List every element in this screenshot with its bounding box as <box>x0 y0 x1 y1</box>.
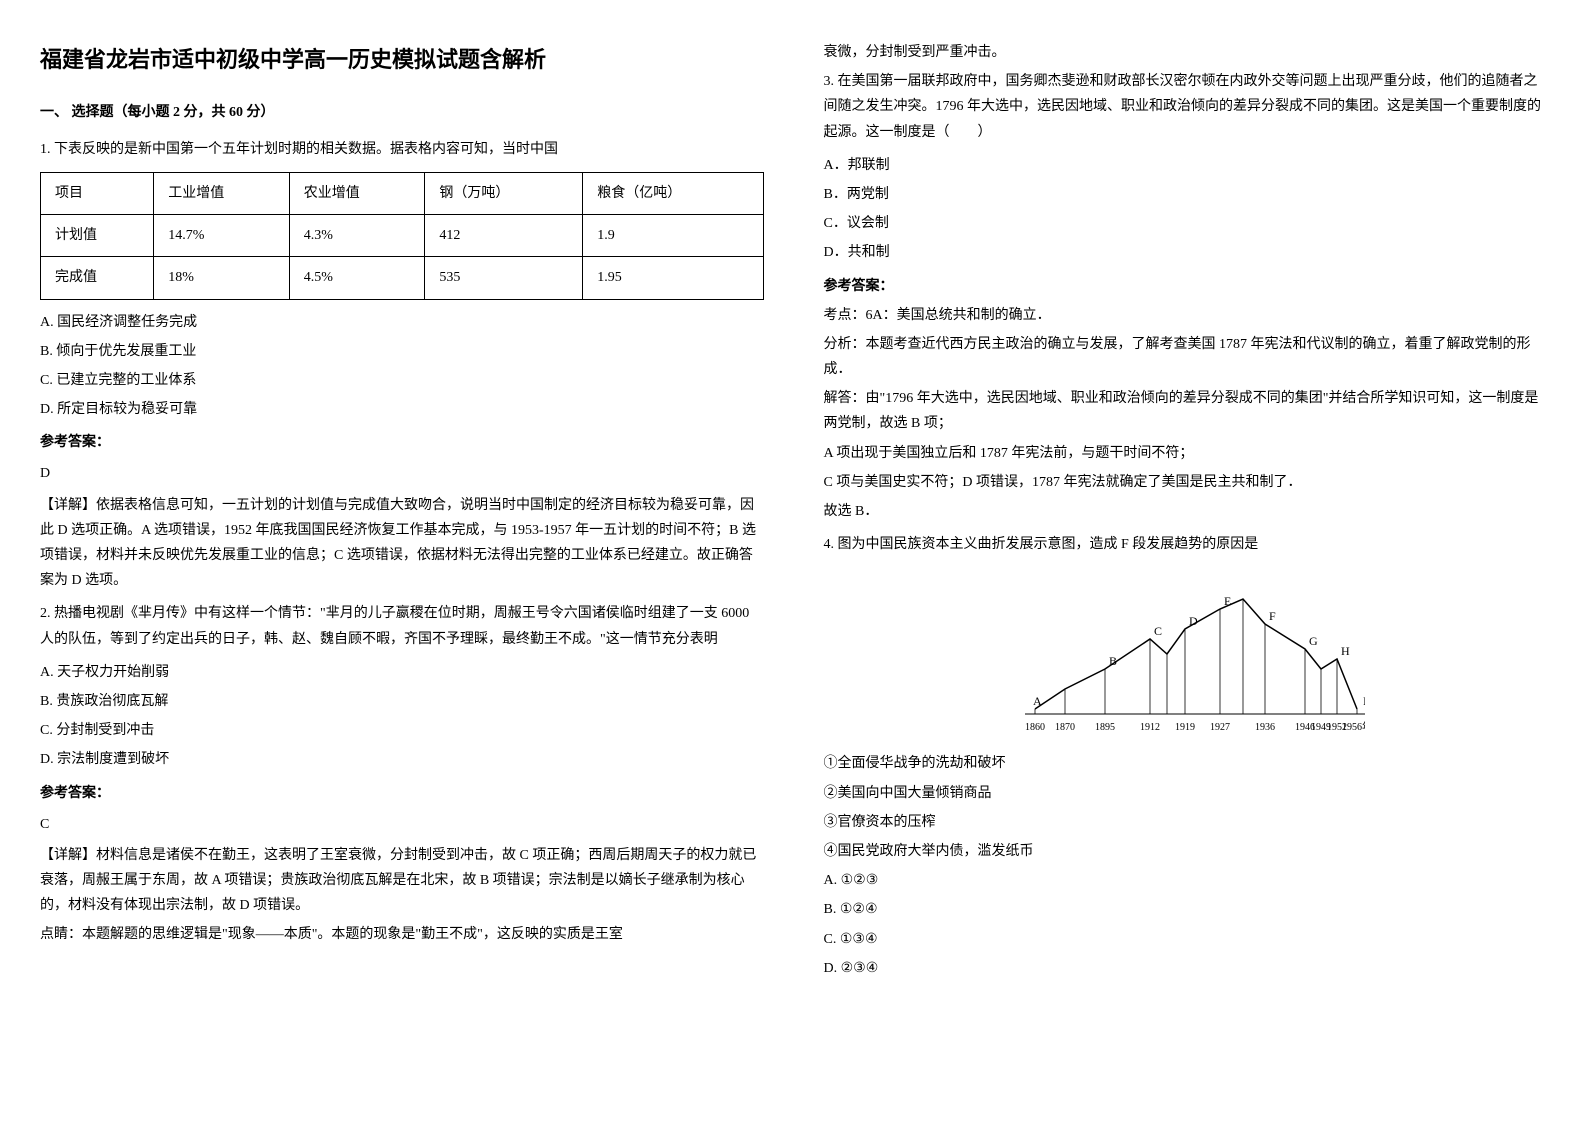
q4-option-c: C. ①③④ <box>824 927 1548 952</box>
q4-statement-1: ①全面侵华战争的洗劫和破坏 <box>824 751 1548 776</box>
td: 18% <box>154 257 290 299</box>
q4-option-a: A. ①②③ <box>824 868 1548 893</box>
q4-chart: ABCDEFGHI1860187018951912191919271936194… <box>824 569 1548 739</box>
q3-exp-3: A 项出现于美国独立后和 1787 年宪法前，与题干时间不符； <box>824 441 1548 466</box>
q3-exp-0: 考点：6A：美国总统共和制的确立． <box>824 303 1548 328</box>
question-2: 2. 热播电视剧《芈月传》中有这样一个情节："芈月的儿子嬴稷在位时期，周赧王号令… <box>40 601 764 947</box>
question-4: 4. 图为中国民族资本主义曲折发展示意图，造成 F 段发展趋势的原因是 A B C D… <box>824 532 1548 981</box>
q2-option-a: A. 天子权力开始削弱 <box>40 660 764 685</box>
q4-text: 4. 图为中国民族资本主义曲折发展示意图，造成 F 段发展趋势的原因是 <box>824 532 1548 557</box>
th: 工业增值 <box>154 172 290 214</box>
th: 项目 <box>41 172 154 214</box>
q1-answer-label: 参考答案： <box>40 430 764 455</box>
svg-text:E: E <box>1224 594 1231 608</box>
q3-option-a: A．邦联制 <box>824 153 1548 178</box>
td: 412 <box>425 215 583 257</box>
svg-text:A: A <box>1033 694 1042 708</box>
right-column: 衰微，分封制受到严重冲击。 3. 在美国第一届联邦政府中，国务卿杰斐逊和财政部长… <box>824 40 1548 989</box>
table-row: 完成值 18% 4.5% 535 1.95 <box>41 257 764 299</box>
svg-text:1919: 1919 <box>1175 722 1195 733</box>
svg-text:1936: 1936 <box>1255 722 1275 733</box>
td: 完成值 <box>41 257 154 299</box>
q2-option-b: B. 贵族政治彻底瓦解 <box>40 689 764 714</box>
th: 钢（万吨） <box>425 172 583 214</box>
q2-answer-label: 参考答案： <box>40 781 764 806</box>
q3-exp-2: 解答：由"1796 年大选中，选民因地域、职业和政治倾向的差异分裂成不同的集团"… <box>824 386 1548 436</box>
table-header-row: 项目 工业增值 农业增值 钢（万吨） 粮食（亿吨） <box>41 172 764 214</box>
q2-option-c: C. 分封制受到冲击 <box>40 718 764 743</box>
q1-option-b: B. 倾向于优先发展重工业 <box>40 339 764 364</box>
q3-option-b: B．两党制 <box>824 182 1548 207</box>
page-title: 福建省龙岩市适中初级中学高一历史模拟试题含解析 <box>40 40 764 80</box>
td: 1.9 <box>583 215 763 257</box>
q3-option-c: C．议会制 <box>824 211 1548 236</box>
th: 农业增值 <box>289 172 425 214</box>
q3-exp-1: 分析：本题考查近代西方民主政治的确立与发展，了解考查美国 1787 年宪法和代议… <box>824 332 1548 382</box>
td: 535 <box>425 257 583 299</box>
question-1: 1. 下表反映的是新中国第一个五年计划时期的相关数据。据表格内容可知，当时中国 … <box>40 137 764 594</box>
svg-text:B: B <box>1109 654 1117 668</box>
td: 4.5% <box>289 257 425 299</box>
q4-chart-svg: ABCDEFGHI1860187018951912191919271936194… <box>1005 569 1365 739</box>
table-row: 计划值 14.7% 4.3% 412 1.9 <box>41 215 764 257</box>
q4-statement-4: ④国民党政府大举内债，滥发纸币 <box>824 839 1548 864</box>
svg-text:1860: 1860 <box>1025 722 1045 733</box>
q1-option-a: A. 国民经济调整任务完成 <box>40 310 764 335</box>
q2-explanation: 【详解】材料信息是诸侯不在勤王，这表明了王室衰微，分封制受到冲击，故 C 项正确… <box>40 843 764 919</box>
q2-answer: C <box>40 812 764 837</box>
svg-text:G: G <box>1309 634 1318 648</box>
q2-option-d: D. 宗法制度遭到破坏 <box>40 747 764 772</box>
svg-text:1927: 1927 <box>1210 722 1230 733</box>
q3-option-d: D．共和制 <box>824 240 1548 265</box>
svg-text:1870: 1870 <box>1055 722 1075 733</box>
q1-explanation: 【详解】依据表格信息可知，一五计划的计划值与完成值大致吻合，说明当时中国制定的经… <box>40 493 764 594</box>
q1-option-c: C. 已建立完整的工业体系 <box>40 368 764 393</box>
left-column: 福建省龙岩市适中初级中学高一历史模拟试题含解析 一、 选择题（每小题 2 分，共… <box>40 40 764 989</box>
td: 1.95 <box>583 257 763 299</box>
section-header: 一、 选择题（每小题 2 分，共 60 分） <box>40 100 764 125</box>
q3-answer-label: 参考答案： <box>824 274 1548 299</box>
td: 4.3% <box>289 215 425 257</box>
svg-text:C: C <box>1154 624 1162 638</box>
q4-statement-2: ②美国向中国大量倾销商品 <box>824 781 1548 806</box>
svg-text:1912: 1912 <box>1140 722 1160 733</box>
svg-text:D: D <box>1189 614 1198 628</box>
q4-option-d: D. ②③④ <box>824 956 1548 981</box>
q1-table: 项目 工业增值 农业增值 钢（万吨） 粮食（亿吨） 计划值 14.7% 4.3%… <box>40 172 764 300</box>
q3-text: 3. 在美国第一届联邦政府中，国务卿杰斐逊和财政部长汉密尔顿在内政外交等问题上出… <box>824 69 1548 145</box>
svg-text:I: I <box>1363 694 1365 708</box>
q4-statement-3: ③官僚资本的压榨 <box>824 810 1548 835</box>
td: 计划值 <box>41 215 154 257</box>
q1-answer: D <box>40 461 764 486</box>
svg-text:H: H <box>1341 644 1350 658</box>
svg-text:1956年: 1956年 <box>1342 720 1365 733</box>
col2-continuation: 衰微，分封制受到严重冲击。 <box>824 40 1548 65</box>
q2-hint: 点睛：本题解题的思维逻辑是"现象——本质"。本题的现象是"勤王不成"，这反映的实… <box>40 922 764 947</box>
q1-option-d: D. 所定目标较为稳妥可靠 <box>40 397 764 422</box>
q3-exp-5: 故选 B． <box>824 499 1548 524</box>
th: 粮食（亿吨） <box>583 172 763 214</box>
q4-option-b: B. ①②④ <box>824 897 1548 922</box>
q3-exp-4: C 项与美国史实不符；D 项错误，1787 年宪法就确定了美国是民主共和制了． <box>824 470 1548 495</box>
question-3: 3. 在美国第一届联邦政府中，国务卿杰斐逊和财政部长汉密尔顿在内政外交等问题上出… <box>824 69 1548 524</box>
td: 14.7% <box>154 215 290 257</box>
q1-text: 1. 下表反映的是新中国第一个五年计划时期的相关数据。据表格内容可知，当时中国 <box>40 137 764 162</box>
svg-text:1895: 1895 <box>1095 722 1115 733</box>
svg-text:F: F <box>1269 609 1276 623</box>
q2-text: 2. 热播电视剧《芈月传》中有这样一个情节："芈月的儿子嬴稷在位时期，周赧王号令… <box>40 601 764 651</box>
